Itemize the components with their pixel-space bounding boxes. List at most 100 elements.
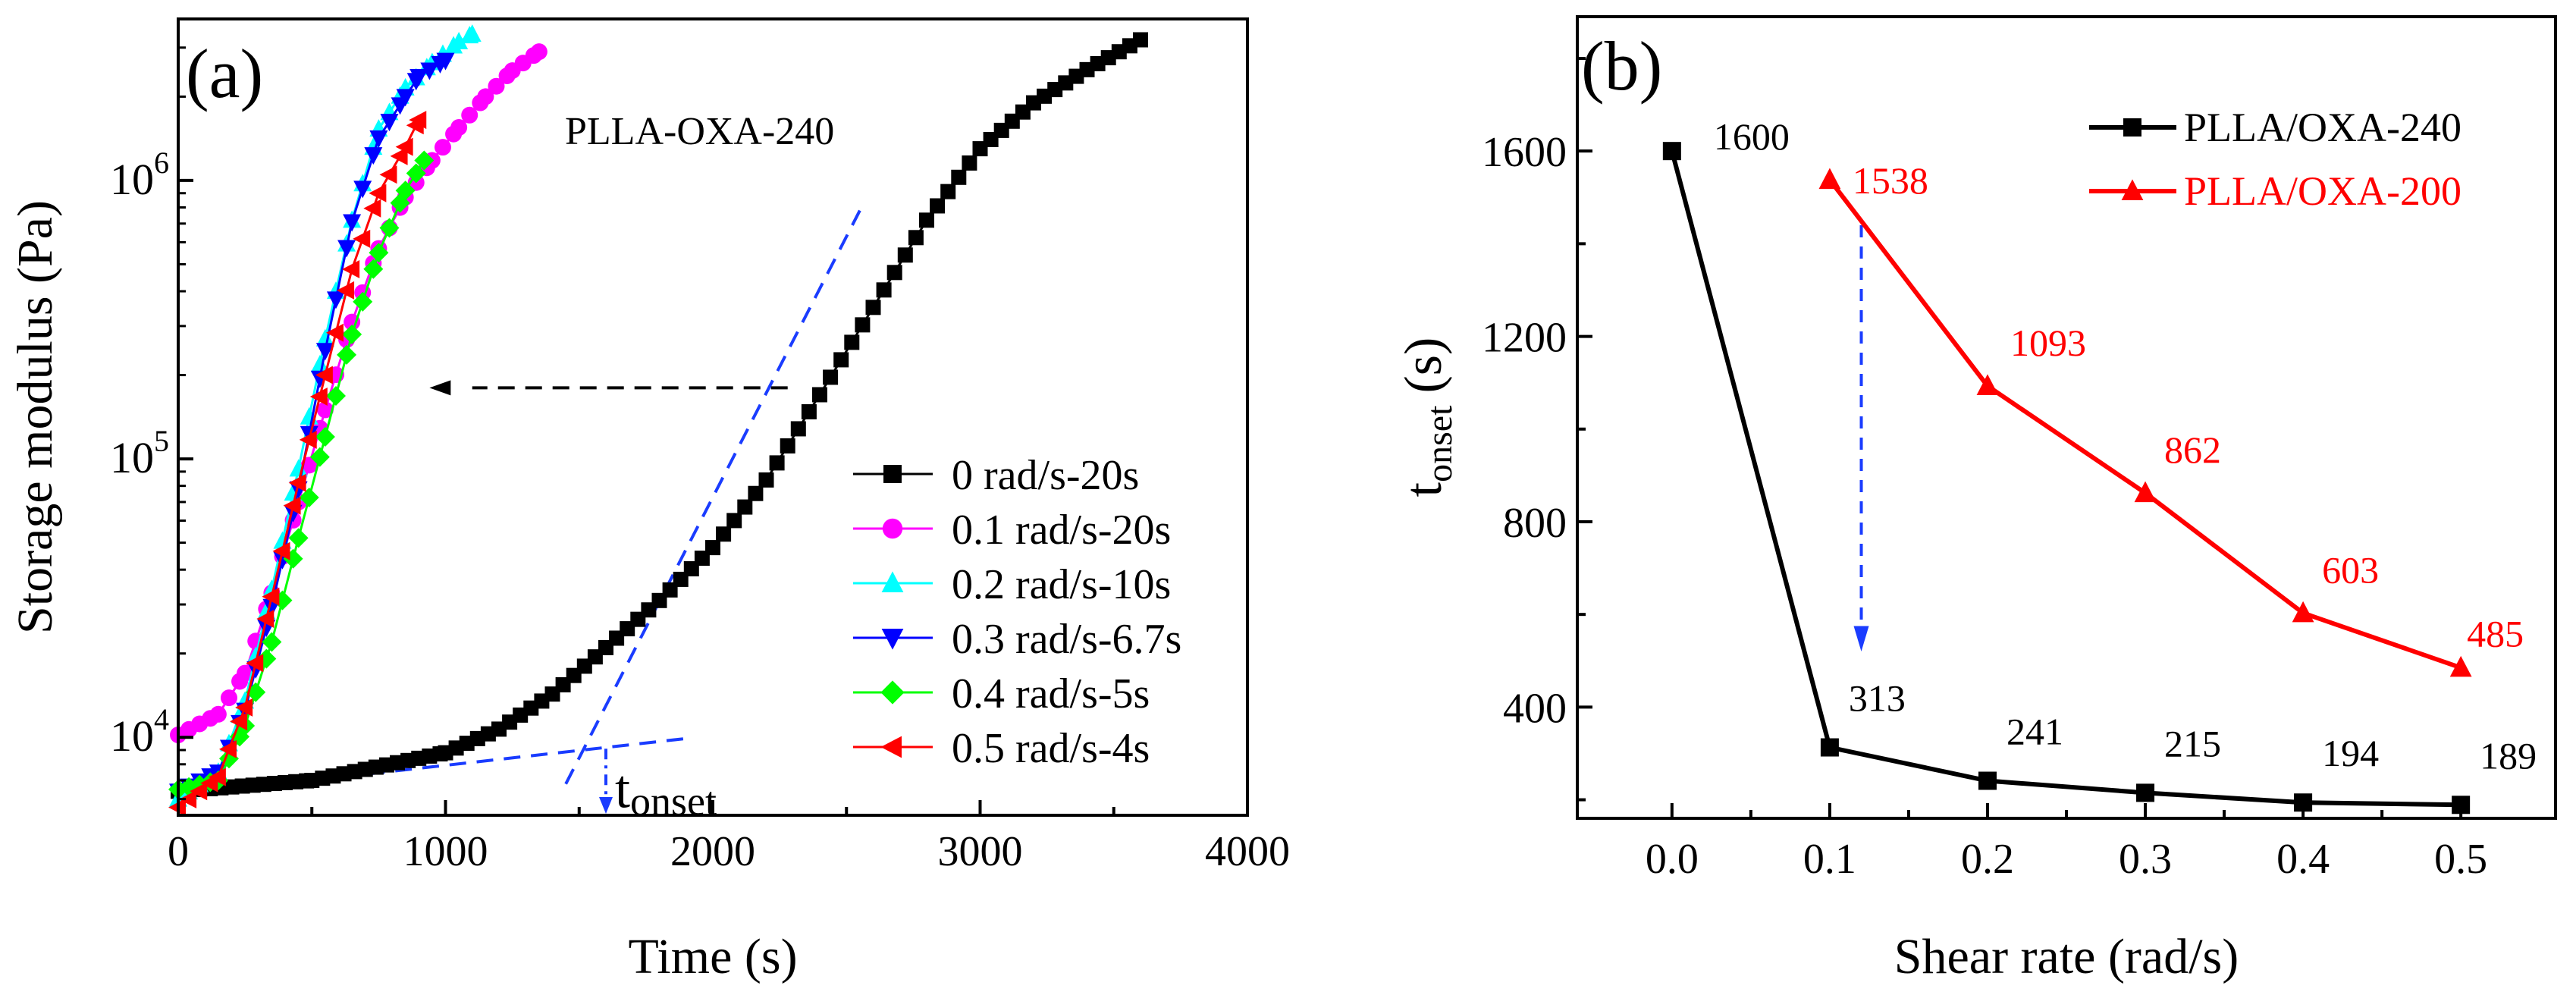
panel-a-data-point	[337, 240, 356, 258]
panel-a-data-point	[396, 89, 415, 107]
panel-a-data-point	[477, 88, 494, 105]
panel-b-data-label: 241	[2007, 711, 2063, 753]
panel-b-xtick-label: 0.5	[2434, 836, 2487, 883]
panel-a-data-point	[179, 789, 197, 808]
panel-a-data-point	[369, 130, 388, 149]
panel-a-data-point	[208, 767, 226, 786]
panel-a-data-point	[409, 69, 428, 87]
panel-a-data-point	[316, 401, 334, 419]
panel-a-data-point	[289, 459, 308, 477]
panel-a-series-line	[177, 50, 540, 736]
panel-a-data-point	[363, 259, 384, 279]
panel-a-data-point	[337, 281, 355, 300]
panel-a-data-point	[390, 146, 408, 165]
panel-a-data-point	[823, 369, 839, 385]
panel-b-ytick-label: 800	[1503, 500, 1567, 547]
panel-a-data-point	[364, 147, 383, 165]
panel-a-data-point	[342, 259, 360, 278]
panel-a-data-point	[315, 328, 334, 347]
panel-b-plot-area: 1600 313 241 215 194 189 1538 1093 862 603 485	[1662, 115, 2537, 815]
panel-a-data-point	[256, 609, 275, 628]
panel-b-xtick-label: 0.1	[1803, 836, 1856, 883]
panel-a-plot-area: tonset	[168, 24, 1148, 824]
panel-b-data-label: 194	[2322, 732, 2379, 774]
panel-a-xtick-label: 1000	[403, 828, 488, 875]
panel-b-data-point	[1976, 374, 1999, 395]
panel-a-data-point	[769, 455, 785, 471]
panel-a-data-point	[406, 163, 426, 184]
panel-a-data-point	[220, 689, 237, 707]
panel-a-data-point	[369, 243, 389, 263]
panel-b-data-point	[1818, 168, 1841, 190]
panel-b-data-label: 603	[2322, 548, 2379, 591]
panel-a-data-point	[288, 473, 306, 492]
panel-b-legend-label: PLLA/OXA-200	[2184, 168, 2461, 214]
panel-a-legend-label: 0.4 rad/s-5s	[952, 670, 1150, 717]
panel-a-xtick-label: 0	[168, 828, 189, 875]
panel-a-xlabel: Time (s)	[628, 929, 797, 984]
panel-a-data-point	[758, 472, 774, 488]
panel-a-legend-marker	[880, 680, 905, 705]
panel-b-legend-marker	[2123, 118, 2141, 137]
panel-a-data-point	[315, 343, 334, 361]
panel-a-legend-label: 0 rad/s-20s	[952, 452, 1139, 499]
panel-a-data-point	[897, 247, 913, 263]
panel-a-data-point	[326, 291, 345, 309]
panel-b-xtick-label: 0.4	[2276, 836, 2330, 883]
panel-a-data-point	[262, 587, 280, 606]
panel-a-ytick-base: 10	[110, 433, 154, 482]
panel-a-data-point	[218, 739, 237, 758]
panel-a-legend-marker	[883, 465, 902, 483]
panel-a-legend: 0 rad/s-20s 0.1 rad/s-20s 0.2 rad/s-10s 0.3…	[853, 452, 1181, 772]
panel-a-data-point	[436, 52, 455, 71]
panel-b-legend-marker	[2121, 179, 2144, 200]
panel-a-data-point	[343, 214, 362, 232]
panel-a-data-point	[488, 77, 505, 95]
panel-a-data-point	[461, 106, 478, 124]
panel-a-xtick-label: 2000	[670, 828, 755, 875]
panel-b-ylabel-unit: (s)	[1395, 337, 1453, 394]
panel-b-data-point	[2136, 783, 2155, 802]
panel-a-data-point	[395, 137, 413, 156]
panel-a-data-point	[395, 180, 416, 201]
panel-a-data-point	[309, 387, 328, 406]
panel-a-data-point	[951, 169, 967, 185]
panel-b-ylabel-base: t	[1395, 482, 1453, 497]
panel-a-data-point	[420, 62, 439, 80]
panel-b-series-line	[1669, 150, 2461, 808]
panel-b-data-point	[1820, 738, 1839, 757]
panel-a-data-point	[363, 199, 381, 218]
panel-a-data-point	[801, 403, 817, 419]
panel-a-xtick-label: 4000	[1205, 828, 1290, 875]
panel-a-data-point	[716, 526, 732, 542]
panel-a-series-5	[168, 111, 427, 817]
panel-a-legend-marker	[880, 736, 902, 758]
panel-a-data-point	[315, 426, 335, 447]
panel-b: 1600 313 241 215 194 189 1538 1093 862 603 485 0.0…	[1395, 15, 2557, 984]
panel-a-data-point	[876, 282, 892, 298]
panel-a-data-point	[190, 782, 208, 801]
panel-a-data-point	[855, 317, 871, 333]
panel-a-data-point	[369, 184, 387, 202]
panel-b-ylabel-sub: onset	[1420, 405, 1460, 482]
panel-a-data-point	[414, 150, 435, 171]
panel-b-trend-arrowhead	[1853, 626, 1869, 652]
panel-a-data-point	[235, 698, 253, 717]
panel-a-data-point	[230, 712, 248, 731]
panel-a-ytick-base: 10	[110, 711, 154, 761]
panel-a-data-point	[309, 447, 330, 467]
panel-a-data-point	[353, 180, 372, 199]
panel-a-legend-label: 0.2 rad/s-10s	[952, 561, 1171, 608]
panel-b-ytick-label: 1200	[1482, 315, 1567, 362]
panel-a-data-point	[865, 300, 881, 315]
panel-b-data-label: 1093	[2010, 322, 2086, 364]
panel-b-data-label: 1600	[1714, 115, 1790, 158]
panel-a-data-point	[379, 218, 400, 238]
panel-b-data-label: 1538	[1853, 159, 1928, 202]
panel-a-data-point	[450, 119, 468, 137]
panel-a-data-point	[930, 198, 946, 214]
panel-a-data-point	[262, 632, 282, 652]
